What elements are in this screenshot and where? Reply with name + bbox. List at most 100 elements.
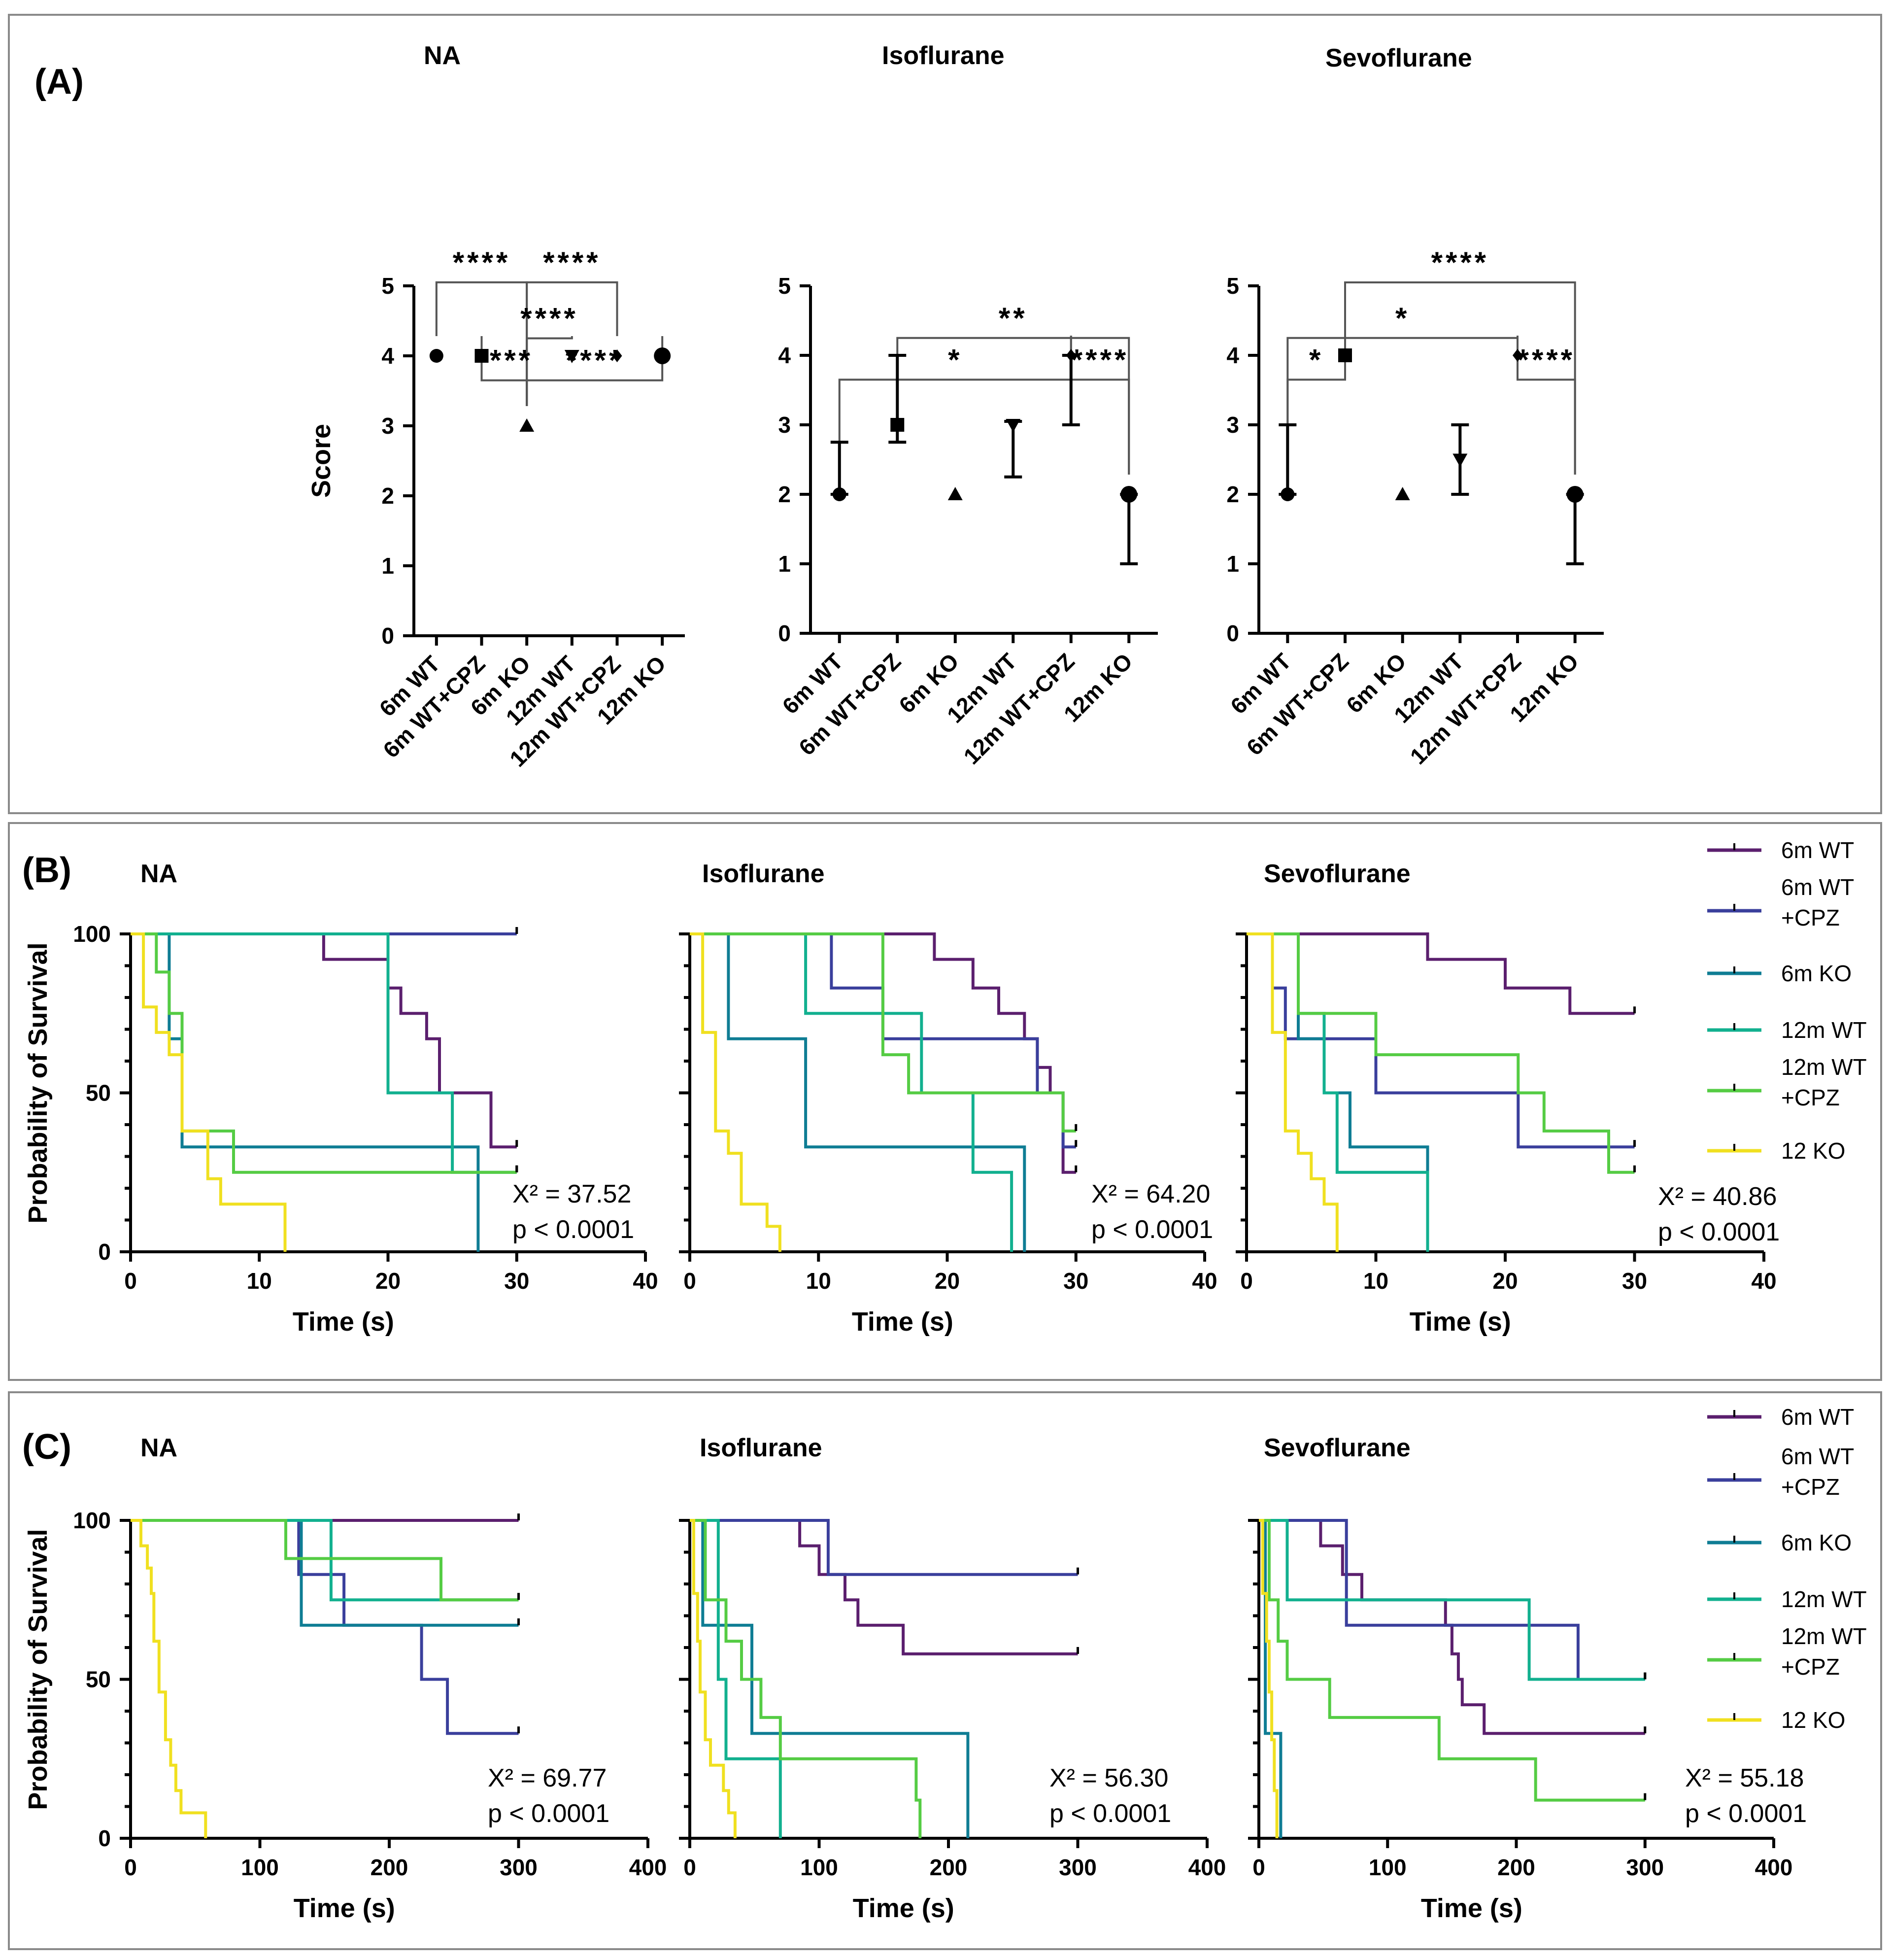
p-value: p < 0.0001 [1091, 1215, 1213, 1244]
x-axis-label: Time (s) [1410, 1307, 1511, 1337]
y-tick-label: 4 [778, 343, 791, 368]
x-tick-label: 400 [629, 1855, 667, 1880]
y-tick-label: 5 [381, 273, 394, 299]
y-axis-label: Score [306, 424, 336, 498]
legend-label: +CPZ [1781, 1474, 1840, 1500]
legend-label: +CPZ [1781, 1654, 1840, 1680]
data-point [1281, 487, 1295, 501]
x-tick-label: 400 [1188, 1855, 1226, 1880]
survival-curve [131, 932, 287, 1252]
x-tick-label: 100 [800, 1855, 838, 1880]
survival-curve [690, 1519, 922, 1838]
x-tick-label: 30 [1063, 1268, 1088, 1294]
x-tick-label: 0 [1240, 1268, 1253, 1294]
chart-title: Isoflurane [702, 860, 825, 888]
chart-title: Sevoflurane [1264, 1434, 1411, 1462]
x-axis-label: Time (s) [853, 1893, 954, 1923]
x-tick-label: 0 [683, 1855, 696, 1880]
legend-label: 6m WT [1781, 874, 1854, 900]
survival-chart-2: Isoflurane 0 10 20 30 40 Time (s) X² = 64.20 p <… [679, 860, 1217, 1337]
legend-label: 12m WT [1781, 1017, 1867, 1043]
significance-label: **** [566, 344, 623, 377]
data-point [474, 349, 489, 363]
x-tick-label: 300 [500, 1855, 538, 1880]
p-value: p < 0.0001 [1658, 1218, 1780, 1246]
legend-label: 6m WT [1781, 1444, 1854, 1469]
y-tick-label: 0 [98, 1825, 111, 1851]
y-tick-label: 100 [73, 921, 111, 947]
x-tick-label: 100 [1369, 1855, 1407, 1880]
y-tick-label: 5 [778, 273, 791, 299]
x-tick-label: 20 [1492, 1268, 1518, 1294]
y-tick-label: 100 [73, 1508, 111, 1533]
significance-label: **** [1071, 343, 1129, 376]
data-point [429, 349, 443, 363]
survival-curve [131, 1519, 519, 1602]
y-tick-label: 1 [381, 553, 394, 579]
legend-label: 6m WT [1781, 1404, 1854, 1430]
y-tick-label: 3 [381, 413, 394, 439]
p-value: p < 0.0001 [512, 1215, 634, 1244]
data-point [890, 418, 905, 432]
survival-curve [1259, 1519, 1645, 1681]
survival-curve [690, 932, 1076, 1133]
x-tick-label: 10 [247, 1268, 272, 1294]
data-point [564, 350, 579, 363]
x-tick-label: 300 [1059, 1855, 1097, 1880]
survival-chart-5: Isoflurane 0 100 200 300 400 Time (s) X² = 56.3… [679, 1434, 1226, 1923]
p-value: p < 0.0001 [488, 1799, 609, 1828]
survival-chart-6: Sevoflurane 0 100 200 300 400 Time (s) X² = 55.… [1248, 1434, 1807, 1923]
y-tick-label: 3 [1226, 412, 1239, 438]
data-point [1566, 486, 1584, 503]
legend-label: 12m WT [1781, 1586, 1867, 1612]
chart-title: Isoflurane [882, 41, 1005, 70]
survival-curve [1259, 1519, 1279, 1838]
chart-title: NA [424, 41, 461, 70]
chi-square-stat: X² = 64.20 [1091, 1180, 1210, 1208]
significance-label: * [948, 343, 962, 376]
significance-label: **** [1431, 246, 1489, 279]
y-tick-label: 5 [1226, 273, 1239, 299]
y-tick-label: 0 [1226, 620, 1239, 646]
chart-title: NA [140, 1434, 177, 1462]
data-point [1395, 487, 1410, 500]
data-point [1006, 419, 1021, 432]
x-tick-label: 400 [1755, 1855, 1793, 1880]
significance-label: ** [999, 302, 1028, 335]
chi-square-stat: X² = 55.18 [1685, 1764, 1804, 1792]
data-point [1120, 486, 1138, 503]
legend-label: 6m WT [1781, 837, 1854, 863]
chart-title: Sevoflurane [1325, 44, 1472, 72]
x-tick-label: 40 [1751, 1268, 1776, 1294]
significance-label: **** [453, 246, 510, 279]
data-point [1452, 453, 1468, 467]
x-tick-label: 30 [504, 1268, 529, 1294]
legend-label: +CPZ [1781, 1085, 1840, 1110]
chi-square-stat: X² = 56.30 [1049, 1764, 1168, 1792]
y-tick-label: 4 [1226, 343, 1239, 368]
x-tick-label: 0 [124, 1855, 137, 1880]
p-value: p < 0.0001 [1685, 1799, 1807, 1828]
significance-label: **** [520, 302, 578, 335]
x-axis-label: Time (s) [1421, 1893, 1522, 1923]
x-tick-label: 30 [1622, 1268, 1647, 1294]
survival-curve [690, 1519, 737, 1838]
data-point [612, 349, 622, 362]
x-tick-label: 0 [124, 1268, 137, 1294]
x-tick-label: 300 [1626, 1855, 1664, 1880]
legend-label: 6m KO [1781, 961, 1852, 986]
x-tick-label: 40 [1192, 1268, 1217, 1294]
chart-title: Sevoflurane [1264, 860, 1411, 888]
survival-curve [131, 932, 517, 1174]
survival-curve [690, 932, 781, 1252]
y-tick-label: 3 [778, 412, 791, 438]
data-point [1338, 348, 1352, 362]
survival-curve [1247, 932, 1635, 1174]
survival-curve [1247, 932, 1339, 1252]
survival-curve [690, 1519, 1078, 1576]
data-point [832, 487, 846, 501]
x-tick-label: 0 [1252, 1855, 1265, 1880]
data-point [947, 487, 963, 500]
y-tick-label: 2 [778, 481, 791, 507]
significance-bracket [1344, 281, 1576, 475]
